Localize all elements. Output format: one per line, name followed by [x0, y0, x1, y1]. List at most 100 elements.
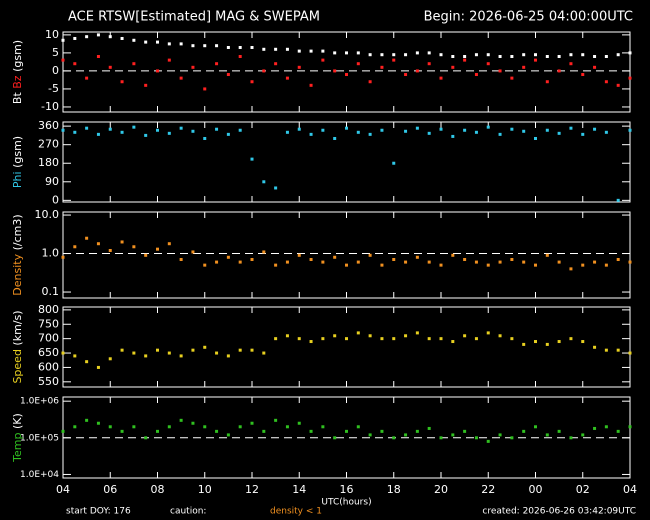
data-point	[203, 44, 207, 48]
data-point	[498, 132, 502, 136]
data-point	[616, 429, 620, 433]
data-point	[96, 55, 100, 59]
x-tick-label: 18	[387, 483, 401, 496]
y-axis-label: Phi (gsm)	[11, 136, 24, 188]
y-unit: (km/s)	[11, 310, 24, 345]
data-point	[356, 260, 360, 264]
data-point	[238, 128, 242, 132]
data-point	[581, 73, 585, 77]
y-axis-label: Density (/cm3)	[11, 214, 24, 295]
data-point	[581, 263, 585, 267]
data-point	[238, 260, 242, 264]
data-point	[297, 253, 301, 257]
data-point	[534, 136, 537, 140]
y-tick-label: 1.0	[42, 247, 60, 260]
data-point	[85, 418, 89, 422]
data-point	[333, 255, 337, 259]
data-point	[96, 242, 100, 246]
data-point	[427, 62, 431, 66]
data-point	[510, 55, 514, 59]
data-point	[510, 436, 514, 440]
data-point	[203, 425, 207, 429]
data-point	[427, 131, 431, 135]
y-tick-label: 750	[38, 317, 59, 330]
data-point	[604, 425, 608, 429]
data-point	[593, 345, 597, 349]
data-point	[203, 87, 207, 91]
data-point	[356, 331, 360, 335]
data-point	[96, 421, 100, 425]
data-point	[191, 421, 195, 425]
y-tick-label: 600	[38, 360, 59, 373]
y-tick-label: 270	[38, 138, 59, 151]
data-point	[474, 260, 478, 264]
data-point	[120, 130, 124, 134]
data-point	[262, 351, 266, 355]
data-point	[486, 62, 490, 66]
data-point	[144, 354, 148, 358]
data-point	[368, 433, 372, 437]
data-point	[144, 436, 148, 440]
data-point	[321, 260, 325, 264]
data-point	[191, 65, 195, 69]
data-point	[285, 76, 289, 80]
data-point	[616, 258, 620, 262]
data-point	[593, 55, 597, 59]
data-point	[132, 125, 136, 129]
data-point	[167, 425, 171, 429]
data-point	[120, 429, 124, 433]
data-point	[321, 425, 325, 429]
data-point	[498, 55, 502, 59]
y-tick-label: 10	[45, 28, 59, 41]
data-point	[368, 334, 372, 338]
data-point	[250, 45, 254, 49]
data-point	[557, 340, 561, 344]
data-point	[73, 62, 77, 66]
data-point	[569, 337, 573, 341]
data-point	[498, 334, 502, 338]
data-point	[321, 58, 325, 62]
data-point	[132, 38, 136, 42]
data-point	[132, 245, 136, 249]
data-point	[215, 429, 219, 433]
data-point	[262, 250, 266, 254]
data-point	[593, 65, 597, 69]
data-point	[474, 53, 478, 57]
data-point	[262, 47, 266, 51]
data-point	[463, 128, 467, 132]
data-point	[451, 65, 455, 69]
y-axis-label: Speed (km/s)	[11, 310, 24, 383]
data-point	[628, 76, 632, 80]
data-point	[474, 337, 478, 341]
y-tick-label: -5	[48, 82, 59, 95]
legend-entry: Density	[11, 253, 24, 295]
data-point	[510, 337, 514, 341]
data-point	[569, 126, 573, 130]
data-point	[167, 58, 171, 62]
data-point	[132, 425, 136, 429]
data-point	[274, 418, 278, 422]
data-point	[545, 55, 549, 59]
y-tick-label: 1.0E+06	[20, 397, 59, 407]
data-point	[522, 342, 526, 346]
y-axis-label: Bt Bz (gsm)	[11, 40, 24, 104]
legend-entry: Bt	[11, 92, 24, 105]
data-point	[380, 65, 384, 69]
data-point	[156, 40, 159, 44]
data-point	[356, 130, 360, 134]
data-point	[427, 426, 431, 430]
y-tick-label: 0	[52, 64, 59, 77]
data-point	[522, 53, 526, 57]
data-point	[415, 69, 419, 73]
data-point	[167, 351, 171, 355]
data-point	[215, 44, 219, 48]
legend-entry: Bz	[11, 75, 24, 89]
data-point	[463, 55, 467, 59]
data-point	[333, 51, 337, 55]
data-point	[285, 334, 289, 338]
data-point	[510, 258, 514, 262]
data-point	[73, 354, 77, 358]
data-point	[191, 44, 195, 48]
data-point	[510, 76, 514, 80]
y-axis-label: Temp (K)	[11, 413, 24, 463]
